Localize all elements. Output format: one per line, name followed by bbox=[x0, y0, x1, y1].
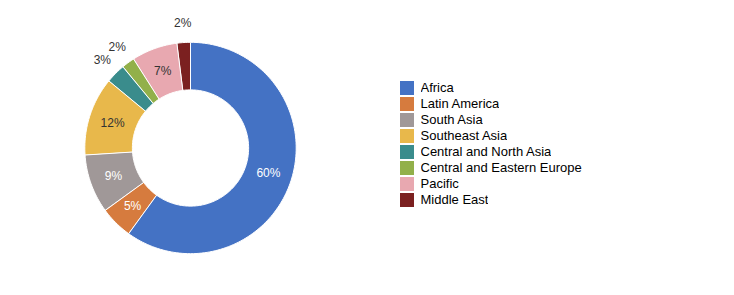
html-text:Africa: Africa bbox=[420, 80, 454, 96]
svg-text:2%: 2% bbox=[109, 40, 127, 54]
html-text:Central and Eastern Europe: Central and Eastern Europe bbox=[420, 160, 582, 176]
svg-text:3%: 3% bbox=[94, 53, 112, 67]
html-text:Latin America: Latin America bbox=[420, 96, 500, 112]
svg-text:2%: 2% bbox=[174, 16, 192, 30]
svg-text:60%: 60% bbox=[256, 166, 280, 180]
html-text:Pacific: Pacific bbox=[420, 176, 459, 192]
html-text:Central and North Asia: Central and North Asia bbox=[420, 144, 552, 160]
svg-text:5%: 5% bbox=[124, 199, 142, 213]
html-text:Southeast Asia: Southeast Asia bbox=[420, 128, 508, 144]
html-text:Middle East: Middle East bbox=[420, 192, 489, 208]
svg-text:12%: 12% bbox=[101, 116, 125, 130]
html-text:South Asia: South Asia bbox=[420, 112, 483, 128]
svg-text:7%: 7% bbox=[154, 64, 172, 78]
svg-text:9%: 9% bbox=[105, 169, 123, 183]
